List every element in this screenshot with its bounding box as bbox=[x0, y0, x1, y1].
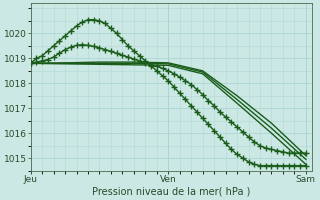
X-axis label: Pression niveau de la mer( hPa ): Pression niveau de la mer( hPa ) bbox=[92, 187, 250, 197]
